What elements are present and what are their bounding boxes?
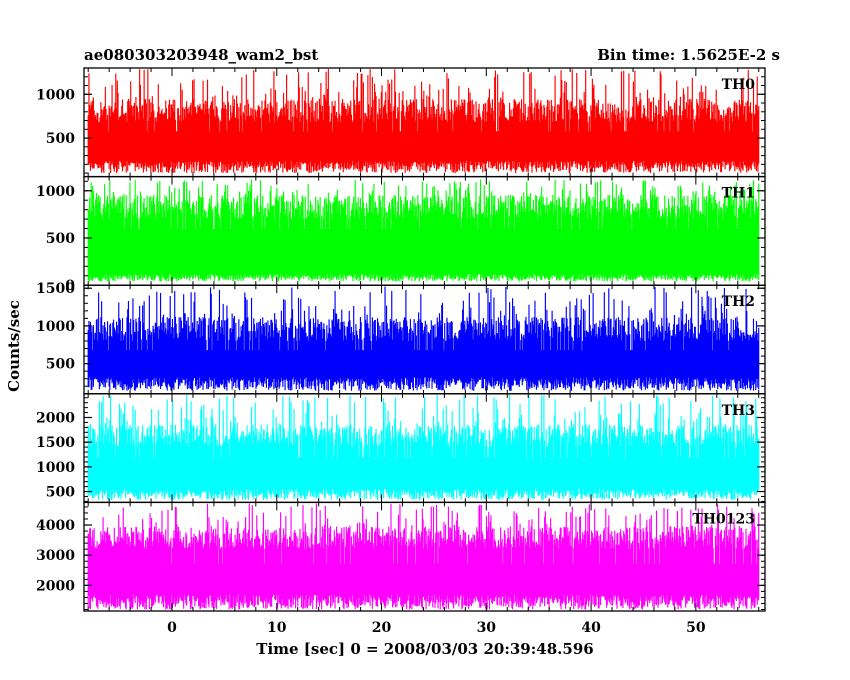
panels: 500 1000 TH0 0 500 1000 TH1 500 1000 1500 TH2 500 10… <box>36 67 766 612</box>
y-tick-label: 1000 <box>36 460 75 476</box>
panel-label: TH0 <box>722 77 756 93</box>
panel-label: TH0123 <box>692 511 755 527</box>
panel-label: TH2 <box>722 294 755 310</box>
x-tick-label: 40 <box>581 620 601 636</box>
panel-th3: 500 1000 1500 2000 TH3 <box>36 393 766 504</box>
y-axis-label: Counts/sec <box>5 300 23 392</box>
y-tick-label: 1000 <box>36 319 75 335</box>
y-tick-label: 2000 <box>36 578 75 594</box>
panel-label: TH1 <box>722 186 755 202</box>
y-tick-label: 1500 <box>36 435 75 451</box>
series-th3 <box>87 394 760 500</box>
x-tick-label: 50 <box>686 620 706 636</box>
panel-label: TH3 <box>722 403 755 419</box>
y-tick-label: 4000 <box>36 518 75 534</box>
y-tick-label: 500 <box>46 231 75 247</box>
panel-th1: 0 500 1000 TH1 <box>36 175 766 294</box>
panel-th0123: 2000 3000 4000 TH0123 <box>36 501 766 612</box>
x-tick-label: 20 <box>372 620 392 636</box>
y-tick-label: 1500 <box>36 281 75 297</box>
x-axis: 0 10 20 30 40 50 <box>167 620 706 636</box>
series-th0123 <box>87 503 760 610</box>
x-tick-label: 0 <box>167 620 177 636</box>
series-th0 <box>87 68 760 174</box>
panel-th2: 500 1000 1500 TH2 <box>36 281 766 395</box>
y-tick-label: 1000 <box>36 184 75 200</box>
x-tick-label: 30 <box>477 620 497 636</box>
y-tick-label: 3000 <box>36 548 75 564</box>
y-tick-label: 0 <box>65 278 75 294</box>
panel-th0: 500 1000 TH0 <box>36 67 766 178</box>
x-tick-label: 10 <box>267 620 287 636</box>
y-tick-label: 500 <box>46 485 75 501</box>
chart-title: ae080303203948_wam2_bst <box>84 46 318 64</box>
y-tick-label: 500 <box>46 357 75 373</box>
y-tick-label: 2000 <box>36 410 75 426</box>
series-th2 <box>87 286 760 391</box>
series-th1 <box>87 179 760 282</box>
y-tick-label: 1000 <box>36 87 75 103</box>
bin-time-label: Bin time: 1.5625E-2 s <box>597 46 780 64</box>
panel-frame <box>83 501 766 612</box>
y-tick-label: 500 <box>46 131 75 147</box>
x-axis-label: Time [sec] 0 = 2008/03/03 20:39:48.596 <box>256 640 593 658</box>
